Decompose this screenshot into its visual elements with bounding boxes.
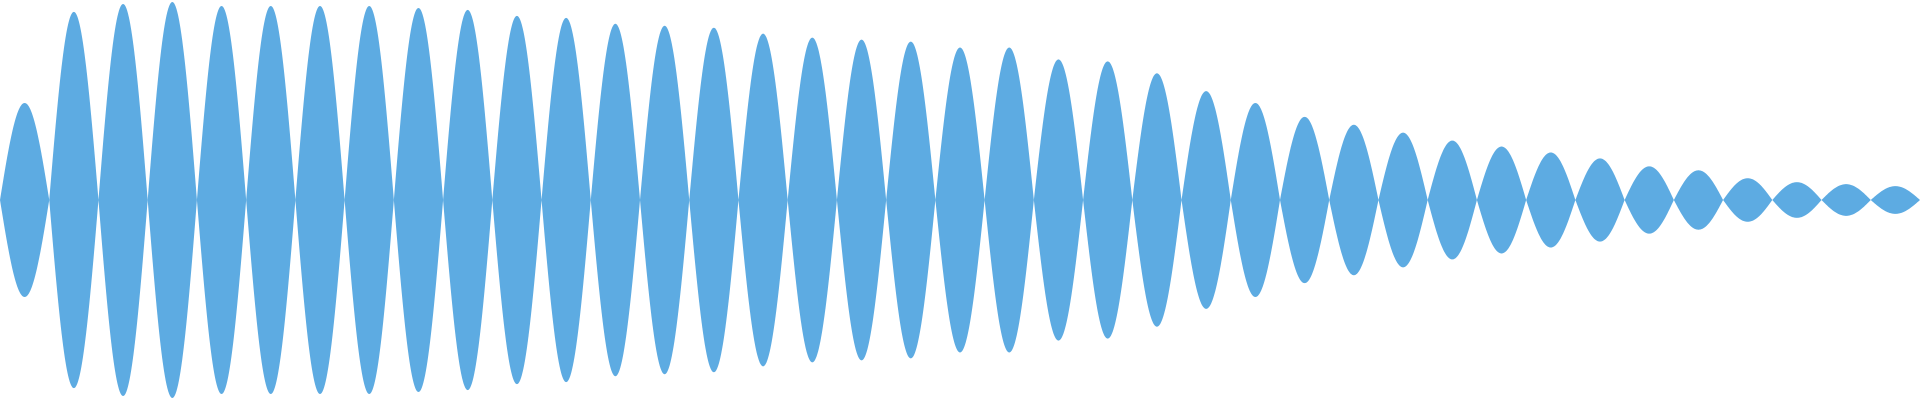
waveform-lobe (49, 11, 99, 389)
waveform-lobe (836, 39, 887, 361)
waveform-lobe (1476, 146, 1527, 254)
waveform-lobe (738, 33, 788, 367)
waveform-lobe (1378, 132, 1428, 268)
waveform-lobe (1427, 140, 1477, 260)
waveform-lobe (344, 5, 394, 395)
waveform-lobe (1033, 59, 1084, 341)
waveform-lobe (1624, 166, 1674, 234)
waveform-lobe (1083, 61, 1133, 339)
waveform-lobe (1230, 102, 1280, 298)
waveform-lobe (1723, 178, 1773, 222)
waveform-lobe (984, 47, 1034, 353)
waveform-lobe (393, 7, 444, 393)
waveform-lobe (886, 41, 936, 359)
waveform-lobe (295, 5, 345, 395)
waveform-lobe (1821, 184, 1871, 216)
waveform-lobe (147, 2, 197, 398)
waveform-lobe (689, 27, 739, 373)
waveform-lobe (1181, 91, 1231, 309)
waveform-lobe (1870, 186, 1920, 214)
waveform-lobe (1132, 73, 1182, 327)
waveform-lobe (590, 23, 640, 377)
waveform-lobe (1329, 124, 1379, 276)
waveform-lobe (0, 102, 50, 298)
waveform-lobe (935, 47, 985, 353)
waveform-lobe (640, 25, 690, 375)
waveform-lobe (1526, 152, 1576, 248)
waveform-lobe (492, 15, 542, 385)
waveform-lobe (1575, 158, 1625, 242)
waveform-lobe (787, 37, 837, 363)
waveform-lobe (541, 17, 591, 383)
waveform-lobe (98, 3, 148, 397)
waveform-lobe (1673, 170, 1724, 230)
waveform-lobe (1772, 182, 1822, 218)
waveform-lobe (196, 5, 247, 395)
waveform-lobe (246, 5, 296, 395)
waveform-lobe (1280, 116, 1330, 284)
waveform-lobe (443, 9, 493, 391)
